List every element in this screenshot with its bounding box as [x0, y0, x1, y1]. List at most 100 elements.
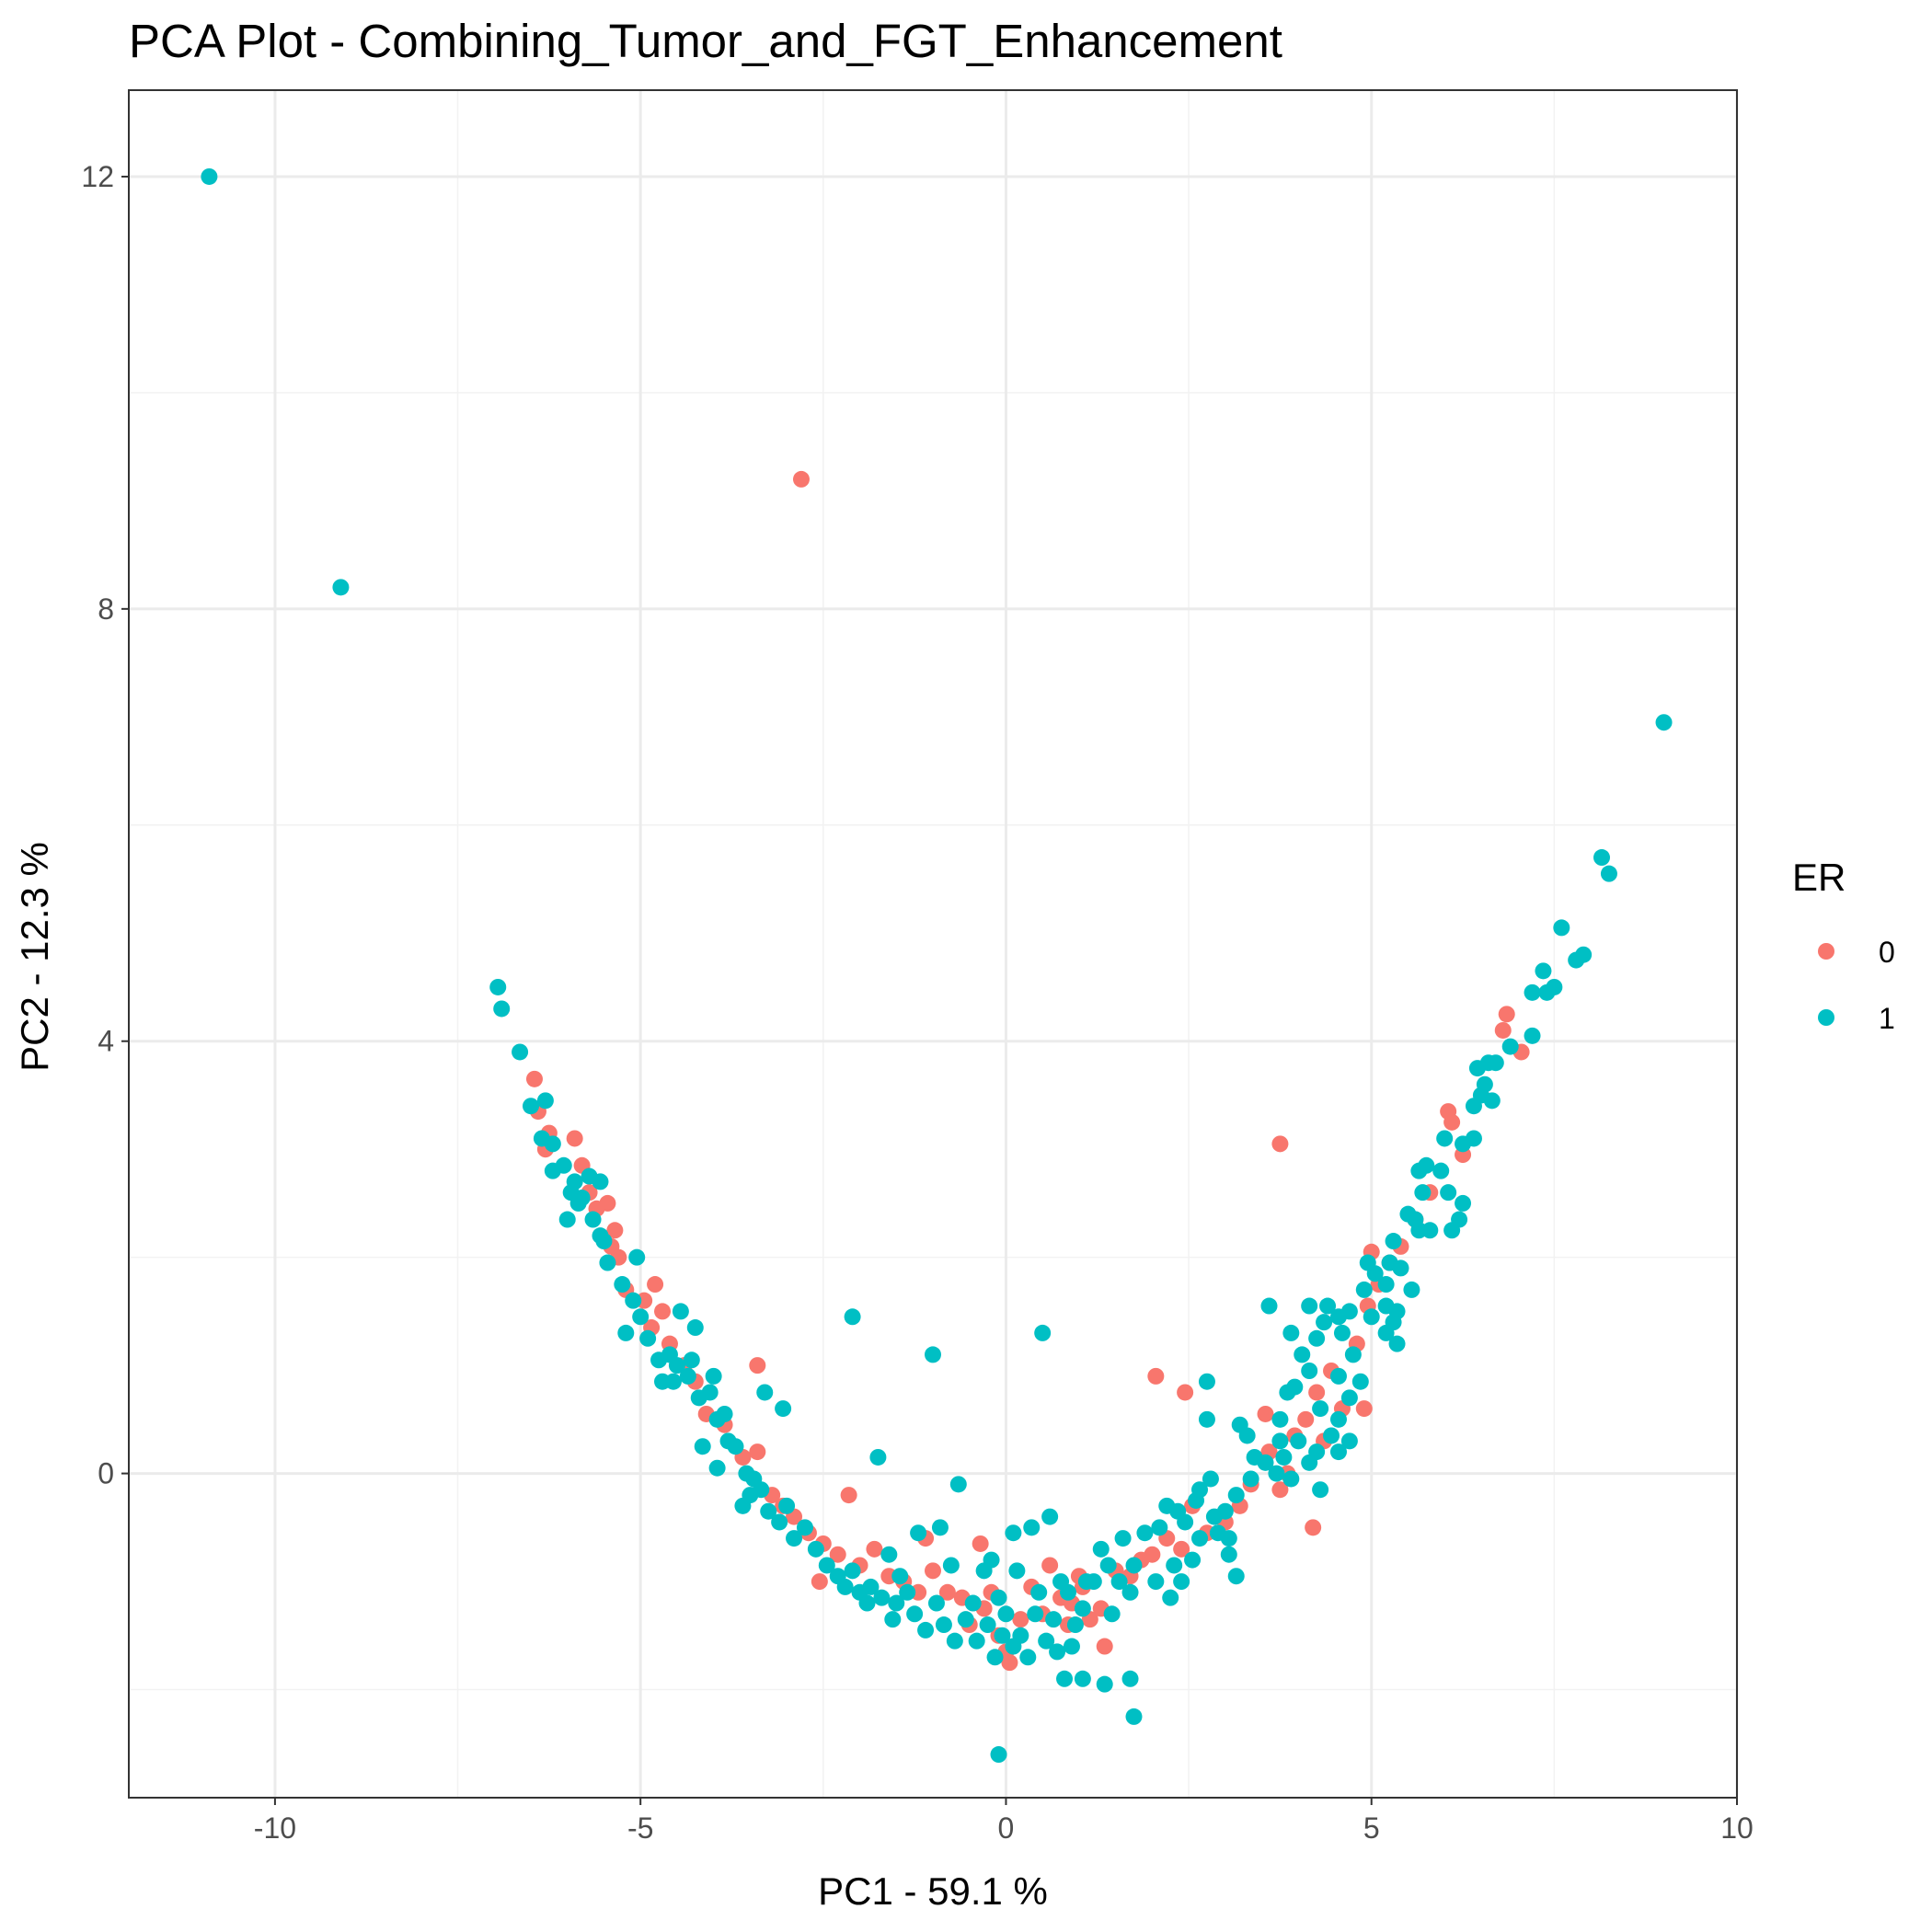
data-point-er-1: [489, 978, 507, 995]
data-point-er-1: [639, 1329, 657, 1347]
data-point-er-0: [1443, 1113, 1461, 1131]
data-point-er-1: [1085, 1573, 1102, 1591]
data-point-er-1: [1333, 1324, 1351, 1341]
data-point-er-1: [1329, 1410, 1347, 1428]
legend: ER 0 1: [1792, 856, 1895, 1035]
data-point-er-1: [1147, 1573, 1165, 1591]
data-point-er-1: [1432, 1162, 1450, 1179]
data-point-er-1: [332, 579, 350, 596]
data-point-er-1: [1220, 1530, 1237, 1547]
data-point-er-1: [997, 1605, 1015, 1623]
data-point-er-1: [1600, 865, 1617, 882]
data-point-er-1: [1392, 1259, 1409, 1277]
data-point-er-1: [1019, 1649, 1037, 1666]
y-tick-label: 0: [98, 1457, 114, 1490]
data-point-er-1: [1162, 1589, 1179, 1606]
data-point-er-1: [1483, 1092, 1501, 1110]
data-point-er-1: [807, 1540, 824, 1558]
data-point-er-1: [650, 1351, 668, 1369]
data-point-er-1: [592, 1173, 609, 1190]
data-point-er-1: [1110, 1573, 1128, 1591]
data-point-er-1: [1238, 1427, 1256, 1444]
data-point-er-0: [654, 1303, 672, 1320]
data-point-er-1: [1008, 1562, 1026, 1580]
data-point-er-1: [1363, 1308, 1380, 1326]
x-axis-ticks: -10 -5 0 5 10: [254, 1798, 1754, 1845]
data-point-er-1: [628, 1248, 646, 1266]
data-point-er-1: [925, 1346, 941, 1363]
data-point-er-1: [1340, 1389, 1358, 1407]
data-point-er-1: [1063, 1638, 1080, 1655]
data-point-er-1: [899, 1583, 916, 1601]
data-point-er-1: [910, 1524, 927, 1542]
data-point-er-1: [1282, 1470, 1300, 1488]
data-point-er-1: [786, 1530, 803, 1547]
data-point-er-1: [705, 1367, 722, 1385]
data-point-er-0: [972, 1535, 989, 1552]
data-point-er-1: [1275, 1448, 1293, 1466]
data-point-er-1: [1410, 1222, 1428, 1239]
data-point-er-1: [964, 1594, 982, 1612]
data-point-er-1: [1220, 1546, 1237, 1563]
data-point-er-1: [1377, 1297, 1395, 1315]
data-point-er-1: [533, 1130, 550, 1147]
data-point-er-0: [1147, 1367, 1165, 1385]
data-point-er-1: [1198, 1410, 1215, 1428]
data-point-er-1: [1440, 1184, 1457, 1202]
data-point-er-1: [880, 1546, 898, 1563]
data-point-er-1: [1242, 1470, 1259, 1488]
data-point-er-0: [792, 470, 810, 488]
data-point-er-1: [1092, 1540, 1110, 1558]
legend-key-1: [1818, 1009, 1834, 1026]
data-point-er-0: [1494, 1021, 1512, 1039]
data-point-er-1: [1319, 1297, 1337, 1315]
data-point-er-1: [1323, 1427, 1340, 1444]
data-point-er-1: [1340, 1432, 1358, 1450]
data-point-er-1: [1301, 1297, 1318, 1315]
data-point-er-1: [983, 1551, 1000, 1569]
data-point-er-0: [1498, 1006, 1515, 1023]
data-point-er-1: [994, 1627, 1011, 1644]
panel-background: [129, 90, 1737, 1798]
y-tick-label: 4: [98, 1025, 114, 1058]
legend-label-1: 1: [1879, 1002, 1895, 1035]
x-tick-label: 0: [998, 1811, 1015, 1845]
data-point-er-1: [512, 1043, 529, 1061]
legend-label-0: 0: [1879, 936, 1895, 969]
data-point-er-1: [716, 1405, 733, 1422]
data-point-er-1: [1246, 1448, 1263, 1466]
data-point-er-1: [1005, 1638, 1022, 1655]
data-point-er-1: [1329, 1443, 1347, 1461]
data-point-er-1: [1099, 1557, 1117, 1574]
data-point-er-1: [1455, 1194, 1472, 1212]
data-point-er-1: [1465, 1098, 1482, 1115]
data-point-er-1: [679, 1367, 696, 1385]
x-tick-label: -5: [627, 1811, 653, 1845]
data-point-er-1: [1351, 1373, 1369, 1390]
chart-title: PCA Plot - Combining_Tumor_and_FGT_Enhan…: [129, 15, 1282, 67]
data-point-er-1: [1136, 1524, 1154, 1542]
data-point-er-1: [1103, 1605, 1121, 1623]
data-point-er-1: [1553, 919, 1570, 937]
data-point-er-1: [844, 1562, 861, 1580]
data-point-er-1: [1205, 1508, 1223, 1525]
data-point-er-1: [1308, 1329, 1326, 1347]
data-point-er-1: [523, 1098, 539, 1115]
data-point-er-1: [1399, 1205, 1417, 1223]
data-point-er-1: [906, 1605, 924, 1623]
data-point-er-0: [749, 1443, 766, 1461]
data-point-er-1: [1198, 1373, 1215, 1390]
data-point-er-1: [1260, 1297, 1278, 1315]
panel-border: [128, 89, 1738, 1799]
data-point-er-0: [1096, 1638, 1113, 1655]
data-point-er-1: [1027, 1605, 1044, 1623]
data-point-er-1: [796, 1519, 813, 1536]
data-point-er-1: [1191, 1530, 1209, 1547]
data-point-er-1: [990, 1746, 1007, 1764]
data-point-er-0: [829, 1546, 846, 1563]
y-tick-label: 8: [98, 592, 114, 626]
data-point-er-1: [1268, 1465, 1285, 1482]
x-tick-label: 10: [1720, 1811, 1754, 1845]
data-point-er-1: [1290, 1432, 1307, 1450]
data-point-er-1: [1005, 1524, 1022, 1542]
